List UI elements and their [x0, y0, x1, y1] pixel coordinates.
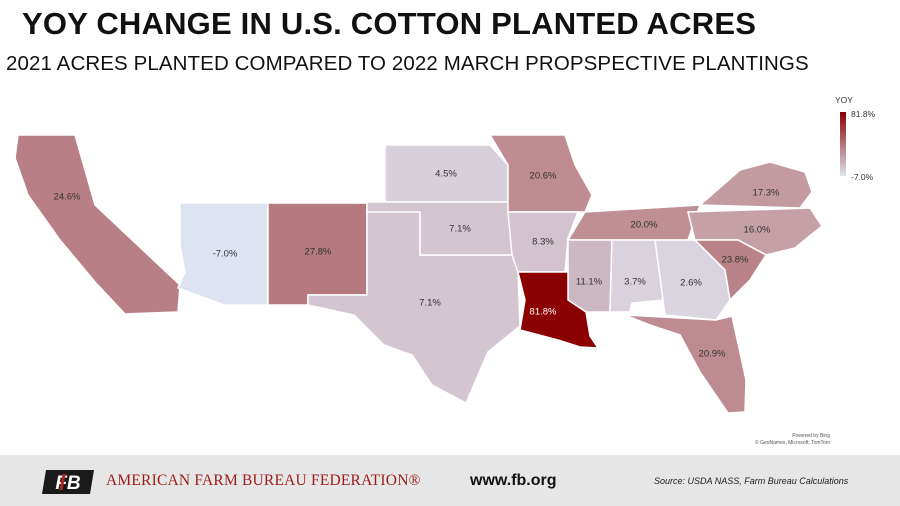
page-subtitle: 2021 ACRES PLANTED COMPARED TO 2022 MARC…	[6, 52, 809, 75]
map-credits: Powered by Bing © GeoNames, Microsoft, T…	[755, 433, 830, 447]
state-missouri-value: 20.6%	[530, 171, 557, 182]
us-cotton-map: 24.6% -7.0% 27.8% 7.1% 4.5% 7.1% 20.6% 8…	[14, 134, 824, 414]
state-north-carolina-value: 16.0%	[744, 225, 771, 236]
state-south-carolina[interactable]	[693, 239, 768, 302]
map-credit-powered-by: Powered by Bing	[792, 433, 830, 439]
state-mississippi-value: 11.1%	[576, 277, 603, 288]
state-texas-value: 7.1%	[419, 298, 441, 309]
state-new-mexico-value: 27.8%	[305, 247, 332, 258]
state-arkansas-value: 8.3%	[532, 237, 554, 248]
footer-bar: FB AMERICAN FARM BUREAU FEDERATION® www.…	[0, 455, 900, 506]
state-virginia-value: 17.3%	[753, 188, 780, 199]
state-alabama-value: 3.7%	[624, 277, 646, 288]
source-note: Source: USDA NASS, Farm Bureau Calculati…	[654, 476, 849, 486]
state-virginia[interactable]	[698, 161, 813, 209]
legend-min-label: -7.0%	[851, 172, 874, 182]
farm-bureau-logo: FB	[42, 470, 94, 494]
map-credit-sources: © GeoNames, Microsoft, TomTom	[755, 440, 830, 446]
website-link[interactable]: www.fb.org	[470, 472, 557, 489]
state-oklahoma-value: 7.1%	[449, 224, 471, 235]
legend-color-scale	[840, 112, 846, 176]
state-kansas-value: 4.5%	[435, 169, 457, 180]
state-california[interactable]	[14, 134, 181, 315]
state-tennessee-value: 20.0%	[631, 220, 658, 231]
organization-name: AMERICAN FARM BUREAU FEDERATION®	[106, 472, 421, 489]
state-louisiana-value: 81.8%	[530, 307, 557, 318]
state-louisiana[interactable]	[517, 271, 600, 349]
logo-mark: FB	[55, 473, 81, 494]
state-missouri[interactable]	[488, 134, 593, 213]
legend-title: YOY	[835, 95, 853, 105]
state-arizona-value: -7.0%	[213, 249, 238, 260]
state-florida[interactable]	[624, 314, 747, 414]
state-georgia-value: 2.6%	[680, 278, 702, 289]
state-california-value: 24.6%	[54, 192, 81, 203]
state-florida-value: 20.9%	[699, 349, 726, 360]
state-south-carolina-value: 23.8%	[722, 255, 749, 266]
legend-max-label: 81.8%	[851, 109, 876, 119]
page-title: YOY CHANGE IN U.S. COTTON PLANTED ACRES	[22, 6, 757, 41]
